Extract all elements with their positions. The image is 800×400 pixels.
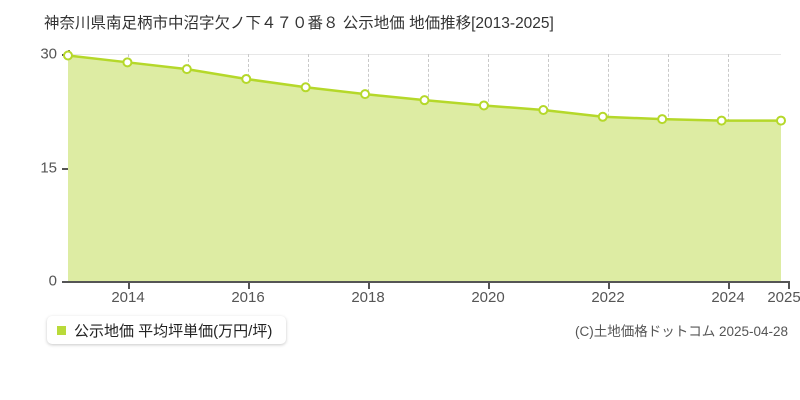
gridline-x-2015	[188, 54, 189, 281]
legend[interactable]: 公示地価 平均坪単価(万円/坪)	[47, 316, 287, 344]
x-tick-mark-2022	[608, 281, 610, 289]
x-tick-label-2024: 2024	[711, 289, 745, 306]
y-tick-label-30: 30	[40, 45, 57, 63]
x-tick-mark-2020	[488, 281, 490, 289]
x-tick-label-2020: 2020	[471, 289, 505, 306]
gridline-x-2016	[248, 54, 249, 281]
x-tick-mark-2018	[368, 281, 370, 289]
x-tick-label-2016: 2016	[231, 289, 265, 306]
gridline-x-2024	[728, 54, 729, 281]
gridline-x-2020	[488, 54, 489, 281]
y-tick-mark-30	[62, 54, 70, 56]
x-tick-label-2018: 2018	[351, 289, 385, 306]
x-tick-label-2025: 2025	[767, 289, 800, 306]
x-tick-mark-2025	[788, 281, 790, 289]
chart-title: 神奈川県南足柄市中沼字欠ノ下４７０番８ 公示地価 地価推移[2013-2025]	[44, 15, 554, 32]
x-tick-label-2022: 2022	[591, 289, 625, 306]
y-tick-label-0: 0	[48, 272, 57, 290]
legend-swatch-icon	[57, 325, 66, 335]
legend-label: 公示地価 平均坪単価(万円/坪)	[74, 322, 273, 340]
gridline-x-2022	[608, 54, 609, 281]
y-tick-label-15: 15	[40, 159, 57, 176]
x-axis-line	[62, 281, 788, 283]
y-tick-mark-15	[62, 167, 70, 170]
gridline-y-30	[68, 54, 781, 55]
x-tick-label-2014: 2014	[111, 289, 145, 306]
x-tick-mark-2016	[248, 281, 250, 289]
gridline-x-2018	[368, 54, 369, 281]
x-tick-mark-2014	[128, 281, 130, 289]
y-tick-mark-0	[62, 281, 70, 283]
gridline-x-2019	[428, 54, 429, 281]
credit-text: (C)土地価格ドットコム 2025-04-28	[574, 324, 788, 339]
gridline-x-2023	[668, 54, 669, 281]
gridline-x-2021	[548, 54, 549, 281]
y-axis-labels: 30 15 0	[0, 0, 57, 400]
gridline-x-2017	[308, 54, 309, 281]
y-axis-line	[68, 50, 70, 282]
x-tick-mark-2024	[728, 281, 730, 289]
plot-area	[68, 54, 781, 281]
gridline-x-2014	[128, 54, 129, 281]
gridline-y-15	[68, 167, 781, 169]
